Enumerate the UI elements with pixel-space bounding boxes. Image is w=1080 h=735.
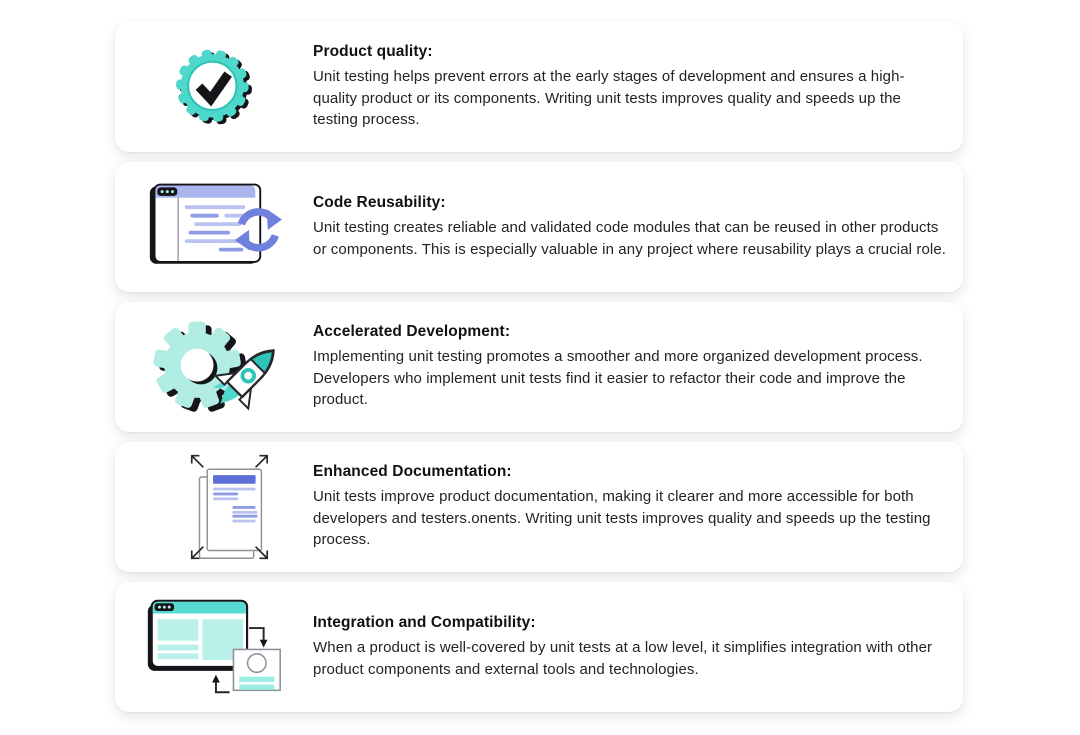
- rocket-glyph: [212, 349, 275, 411]
- card-content: Code Reusability: Unit testing creates r…: [313, 194, 961, 260]
- card-icon-area: [115, 309, 313, 425]
- benefit-card-product-quality: Product quality: Unit testing helps prev…: [115, 22, 963, 152]
- card-content: Product quality: Unit testing helps prev…: [313, 43, 961, 131]
- card-title: Code Reusability:: [313, 194, 446, 211]
- card-body-text: Unit testing helps prevent errors at the…: [313, 68, 905, 129]
- benefit-card-enhanced-documentation: Enhanced Documentation: Unit tests impro…: [115, 442, 963, 572]
- browser-integration-icon: [147, 599, 281, 693]
- card-body-text: Implementing unit testing promotes a smo…: [313, 348, 923, 409]
- card-content: Integration and Compatibility: When a pr…: [313, 614, 961, 680]
- card-title: Integration and Compatibility:: [313, 614, 536, 631]
- benefit-card-integration-compatibility: Integration and Compatibility: When a pr…: [115, 582, 963, 712]
- gear-rocket-icon: [152, 321, 275, 413]
- card-body-text: When a product is well-covered by unit t…: [313, 639, 933, 678]
- badge-check-icon: [176, 49, 252, 125]
- card-content: Accelerated Development: Implementing un…: [313, 323, 961, 411]
- benefit-card-stack: Product quality: Unit testing helps prev…: [115, 22, 963, 712]
- card-icon-area: [115, 593, 313, 702]
- card-body-text: Unit tests improve product documentation…: [313, 488, 931, 549]
- document-expand-icon: [190, 454, 269, 560]
- exchange-arrows-glyph: [214, 626, 265, 693]
- card-title: Enhanced Documentation:: [313, 463, 512, 481]
- card-icon-area: [115, 39, 313, 136]
- card-body-text: Unit testing creates reliable and valida…: [313, 219, 947, 258]
- card-icon-area: [115, 177, 313, 277]
- card-title: Product quality:: [313, 43, 433, 61]
- refresh-arrows-glyph: [234, 208, 282, 252]
- card-content: Enhanced Documentation: Unit tests impro…: [313, 463, 961, 551]
- benefit-card-code-reusability: Code Reusability: Unit testing creates r…: [115, 162, 963, 292]
- card-title: Accelerated Development:: [313, 323, 511, 341]
- code-window-refresh-icon: [149, 183, 282, 264]
- expand-arrows-glyph: [190, 454, 269, 560]
- benefit-card-accelerated-development: Accelerated Development: Implementing un…: [115, 302, 963, 432]
- card-icon-area: [115, 448, 313, 566]
